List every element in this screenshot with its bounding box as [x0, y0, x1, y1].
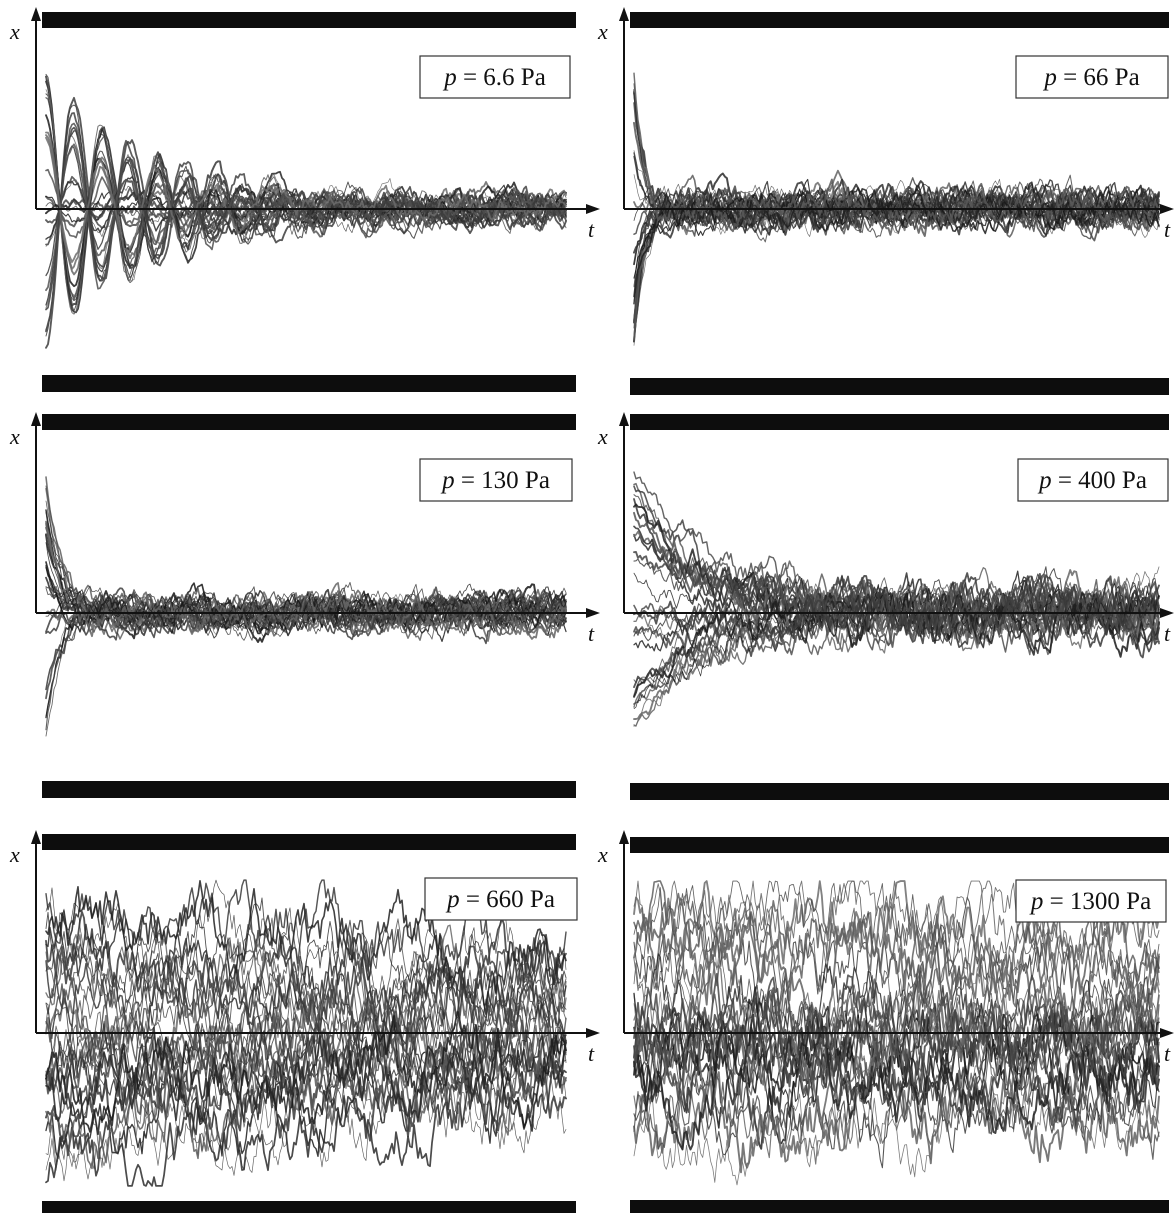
lower-wall — [630, 783, 1169, 800]
trajectories — [633, 471, 1160, 727]
y-axis-label: x — [9, 19, 20, 44]
trajectory-line — [45, 1061, 567, 1182]
panel-6: x t p = 1300 Pa — [597, 830, 1174, 1213]
pressure-label: p = 130 Pa — [440, 467, 550, 494]
y-axis-arrow — [31, 830, 41, 844]
trajectory-line — [633, 551, 1160, 635]
x-axis-label: t — [1164, 1041, 1171, 1066]
upper-wall — [42, 12, 576, 28]
upper-wall — [42, 414, 576, 430]
pressure-label: p = 6.6 Pa — [442, 64, 546, 91]
pressure-label-box — [419, 55, 571, 99]
y-axis-arrow — [31, 412, 41, 426]
pressure-label-box — [419, 458, 573, 502]
panel-5: x t p = 660 Pa — [9, 830, 600, 1213]
x-axis-arrow — [586, 608, 600, 618]
trajectory-line — [45, 879, 567, 1016]
y-axis-label: x — [597, 19, 608, 44]
trajectory-line — [45, 918, 567, 1042]
x-axis-label: t — [588, 217, 595, 242]
trajectory-line — [633, 880, 1160, 1011]
trajectory-line — [633, 880, 1160, 1016]
trajectory-line — [633, 987, 1160, 1101]
trajectory-line — [633, 511, 1160, 645]
pressure-label: p = 400 Pa — [1037, 467, 1147, 494]
y-axis-label: x — [9, 424, 20, 449]
trajectory-line — [45, 589, 567, 640]
panel-3: x t p = 130 Pa — [9, 412, 600, 798]
x-axis-arrow — [1160, 1028, 1174, 1038]
pressure-label-box — [1017, 458, 1169, 502]
trajectory-line — [633, 970, 1160, 1097]
trajectory-line — [633, 896, 1160, 1021]
trajectory-line — [633, 150, 1160, 233]
trajectory-line — [45, 542, 567, 630]
x-axis-arrow — [1160, 608, 1174, 618]
trajectories — [45, 476, 567, 737]
trajectories — [45, 879, 567, 1187]
lower-wall — [630, 378, 1169, 395]
trajectory-line — [45, 76, 567, 315]
trajectory-line — [45, 131, 567, 270]
trajectory-line — [45, 991, 567, 1107]
trajectories — [45, 73, 567, 349]
pressure-label: p = 66 Pa — [1042, 64, 1139, 91]
y-axis-arrow — [31, 7, 41, 21]
trajectory-line — [633, 1038, 1160, 1174]
lower-wall — [42, 781, 576, 798]
trajectory-line — [633, 572, 1160, 659]
lower-wall — [42, 1201, 576, 1213]
panel-4: x t p = 400 Pa — [597, 412, 1174, 800]
pressure-label-box — [1015, 879, 1167, 923]
trajectory-line — [45, 1026, 567, 1136]
trajectory-line — [45, 897, 567, 1010]
pressure-label: p = 1300 Pa — [1029, 888, 1151, 915]
y-axis-label: x — [9, 842, 20, 867]
x-axis-label: t — [588, 1041, 595, 1066]
x-axis-label: t — [1164, 217, 1171, 242]
panel-1: x t p = 6.6 Pa — [9, 7, 600, 392]
lower-wall — [42, 375, 576, 392]
trajectories — [633, 880, 1160, 1186]
trajectory-line — [45, 1048, 567, 1180]
x-axis-arrow — [1160, 204, 1174, 214]
y-axis-label: x — [597, 424, 608, 449]
trajectory-line — [633, 121, 1160, 237]
trajectory-line — [633, 880, 1160, 1003]
x-axis-arrow — [586, 1028, 600, 1038]
upper-wall — [42, 834, 576, 850]
trajectory-line — [45, 999, 567, 1126]
x-axis-label: t — [588, 621, 595, 646]
trajectory-line — [45, 89, 567, 297]
pressure-label: p = 660 Pa — [445, 886, 555, 913]
pressure-label-box — [424, 877, 578, 921]
x-axis-label: t — [1164, 621, 1171, 646]
trajectory-line — [633, 979, 1160, 1123]
upper-wall — [630, 837, 1169, 853]
pressure-label-box — [1015, 55, 1169, 99]
y-axis-arrow — [619, 830, 629, 844]
upper-wall — [630, 414, 1169, 430]
y-axis-label: x — [597, 842, 608, 867]
trajectory-line — [45, 910, 567, 1053]
lower-wall — [630, 1200, 1169, 1213]
y-axis-arrow — [619, 412, 629, 426]
trajectory-line — [633, 1042, 1160, 1160]
panel-2: x t p = 66 Pa — [597, 7, 1174, 395]
trajectory-line — [45, 967, 567, 1079]
upper-wall — [630, 12, 1169, 28]
trajectory-line — [45, 1010, 567, 1136]
y-axis-arrow — [619, 7, 629, 21]
trajectories — [633, 72, 1160, 346]
trajectory-line — [633, 1061, 1160, 1186]
x-axis-arrow — [586, 204, 600, 214]
trajectory-line — [45, 73, 567, 312]
trajectory-line — [633, 1029, 1160, 1169]
